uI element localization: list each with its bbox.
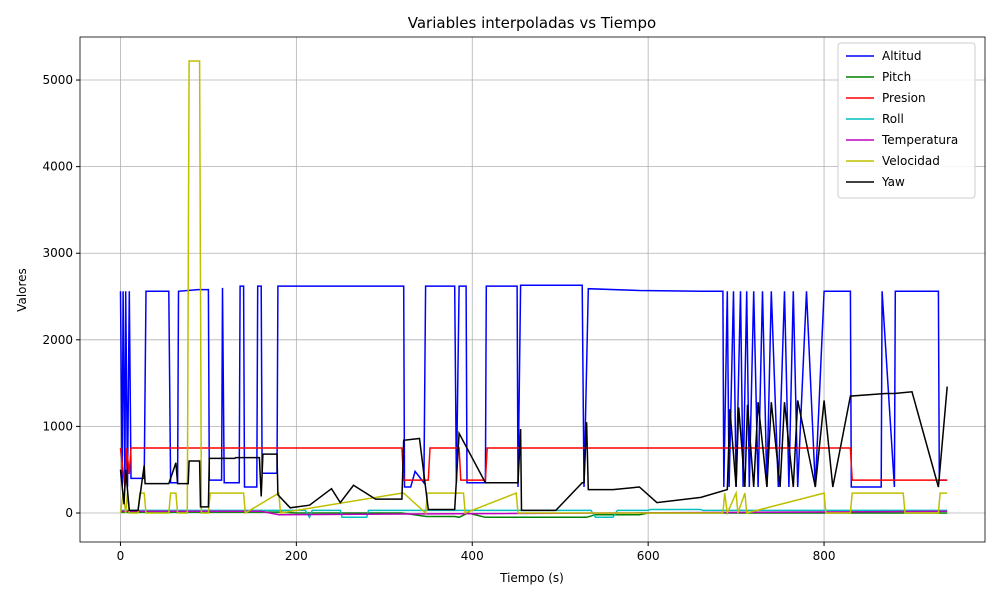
legend: Altitud Pitch Presion Roll Temperatura Veloci… (837, 42, 976, 199)
legend-label: Velocidad (882, 154, 940, 168)
series-line (119, 447, 948, 488)
x-axis-label: Tiempo (s) (499, 571, 564, 585)
y-axis-label: Valores (15, 268, 29, 312)
chart-title: Variables interpoladas vs Tiempo (408, 14, 657, 32)
legend-label: Presion (882, 91, 926, 105)
series-line (119, 284, 948, 488)
legend-label: Roll (882, 112, 904, 126)
legend-label: Yaw (881, 175, 905, 189)
series-line (120, 511, 948, 519)
legend-label: Altitud (882, 49, 922, 63)
legend-label: Pitch (882, 70, 911, 84)
x-tick-label: 200 (285, 549, 308, 563)
y-tick-label: 0 (65, 506, 73, 520)
x-tick-label: 400 (461, 549, 484, 563)
y-tick-label: 1000 (42, 419, 73, 433)
y-tick-label: 5000 (42, 73, 73, 87)
legend-box (837, 42, 976, 199)
x-tick-label: 0 (117, 549, 125, 563)
x-tick-label: 800 (813, 549, 836, 563)
series-line (119, 386, 948, 512)
plot-frame (79, 36, 986, 543)
y-tick-label: 2000 (42, 333, 73, 347)
y-tick-label: 3000 (42, 246, 73, 260)
legend-label: Temperatura (881, 133, 958, 147)
series-line (120, 508, 948, 519)
x-tick-label: 600 (637, 549, 660, 563)
y-tick-label: 4000 (42, 160, 73, 174)
